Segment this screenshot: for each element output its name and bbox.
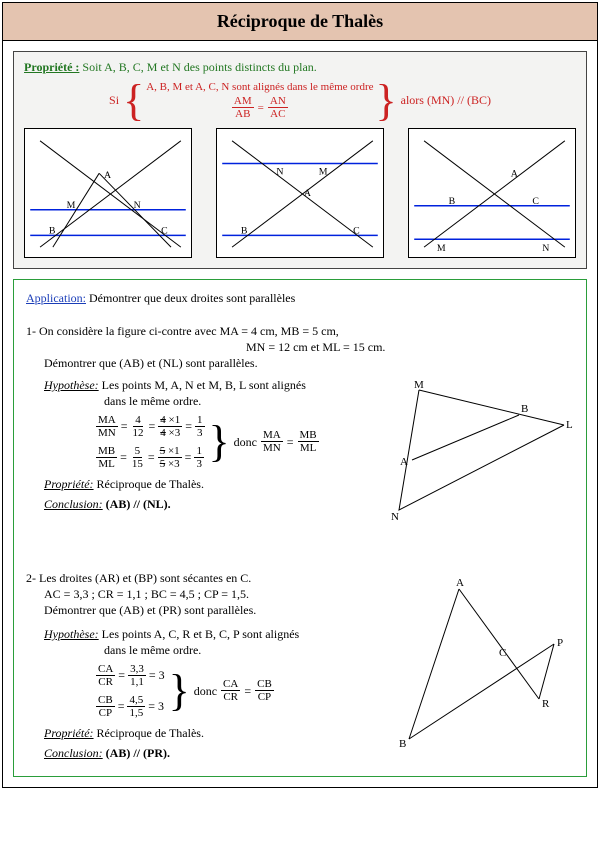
brace-icon: } [169,677,190,705]
ex2-figure: A B C P R [374,574,574,758]
page-title: Réciproque de Thalès [3,3,597,41]
ex1-calc-line-2: MBML= 515= 5 ×15 ×3= 13 [96,445,205,470]
application-label: Application: [26,291,86,305]
ex1-calc-line-1: MAMN= 412= 4 ×14 ×3= 13 [96,414,205,439]
svg-text:A: A [104,170,112,181]
diagram-2: A N M B C [216,128,384,258]
property-box: Propriété : Soit A, B, C, M et N des poi… [13,51,587,269]
ex2-calc-line-2: CBCP= 4,51,5 = 3 [96,694,165,719]
ex1-calc-stack: MAMN= 412= 4 ×14 ×3= 13 MBML= 515= 5 ×15… [96,414,205,470]
ex1-calculation: MAMN= 412= 4 ×14 ×3= 13 MBML= 515= 5 ×15… [96,414,354,470]
application-box: Application: Démontrer que deux droites … [13,279,587,777]
svg-text:C: C [499,647,506,659]
svg-text:M: M [437,243,446,254]
property-label: Propriété: [44,726,94,740]
property-label: Propriété : [24,60,79,74]
ex1-figure: M A B N L [364,375,574,529]
svg-text:N: N [134,200,141,211]
equals: = [258,102,264,114]
svg-text:N: N [391,511,399,523]
diagrams-row: A M N B C A N M [24,128,576,258]
svg-text:B: B [49,226,56,237]
fraction-am-ab: AMAB [232,95,254,120]
ex1-intro2: MN = 12 cm et ML = 15 cm. [246,339,574,355]
ex2-donc: donc [194,683,217,699]
svg-text:M: M [67,200,76,211]
content: Propriété : Soit A, B, C, M et N des poi… [3,41,597,787]
condition-stack: A, B, M et A, C, N sont alignés dans le … [146,81,373,120]
svg-text:L: L [566,419,573,431]
ex1-prop-text: Réciproque de Thalès. [97,477,204,491]
exercise-2: A B C P R 2- Les droites (AR) et (BP) so… [26,570,574,766]
ex2-calc-line-1: CACR= 3,31,1 = 3 [96,663,165,688]
svg-text:C: C [532,196,539,207]
diagram-1: A M N B C [24,128,192,258]
svg-text:C: C [353,226,360,237]
application-title-text: Démontrer que deux droites sont parallèl… [89,291,295,305]
diagram-3: A B C M N [408,128,576,258]
ex2-calculation: CACR= 3,31,1 = 3 CBCP= 4,51,5 = 3 } donc… [96,663,364,719]
ex2-prop-text: Réciproque de Thalès. [97,726,204,740]
page: Réciproque de Thalès Propriété : Soit A,… [2,2,598,788]
condition-line-2: AMAB = ANAC [146,95,373,120]
condition-line-1: A, B, M et A, C, N sont alignés dans le … [146,81,373,93]
ex1-concl-text: (AB) // (NL). [106,497,171,511]
brace-icon: } [209,428,230,456]
svg-text:B: B [521,403,528,415]
hypothesis-label: Hypothèse: [44,627,99,641]
brace-left-icon: { [121,84,146,118]
ex2-hyp-text1: Les points A, C, R et B, C, P sont align… [102,627,300,641]
conclusion-label: Conclusion: [44,746,103,760]
svg-text:N: N [276,166,283,177]
svg-text:C: C [161,226,168,237]
ex1-hyp-text1: Les points M, A, N et M, B, L sont align… [102,378,306,392]
svg-text:A: A [400,456,408,468]
svg-text:B: B [399,738,406,750]
ex2-concl-text: (AB) // (PR). [106,746,170,760]
svg-text:M: M [414,379,424,391]
svg-text:M: M [319,166,328,177]
brace-right-icon: } [374,84,399,118]
ex1-intro3: Démontrer que (AB) et (NL) sont parallèl… [44,355,574,371]
svg-text:R: R [542,698,550,710]
svg-text:B: B [449,196,456,207]
property-condition: Si { A, B, M et A, C, N sont alignés dan… [24,81,576,120]
si-label: Si [109,93,119,108]
property-header: Propriété : Soit A, B, C, M et N des poi… [24,60,576,75]
svg-text:B: B [241,226,248,237]
ex2-calc-stack: CACR= 3,31,1 = 3 CBCP= 4,51,5 = 3 [96,663,165,719]
property-text: Soit A, B, C, M et N des points distinct… [82,60,316,74]
ex1-intro1: 1- On considère la figure ci-contre avec… [26,323,574,339]
svg-text:A: A [511,168,519,179]
svg-text:A: A [304,188,312,199]
svg-text:P: P [557,637,563,649]
conclusion-label: Conclusion: [44,497,103,511]
fraction-an-ac: ANAC [268,95,288,120]
property-label: Propriété: [44,477,94,491]
application-header: Application: Démontrer que deux droites … [26,290,574,306]
exercise-1: 1- On considère la figure ci-contre avec… [26,323,574,538]
ex1-donc: donc [234,434,257,450]
svg-text:N: N [542,243,549,254]
hypothesis-label: Hypothèse: [44,378,99,392]
svg-text:A: A [456,577,464,589]
alors-label: alors (MN) // (BC) [401,93,491,108]
